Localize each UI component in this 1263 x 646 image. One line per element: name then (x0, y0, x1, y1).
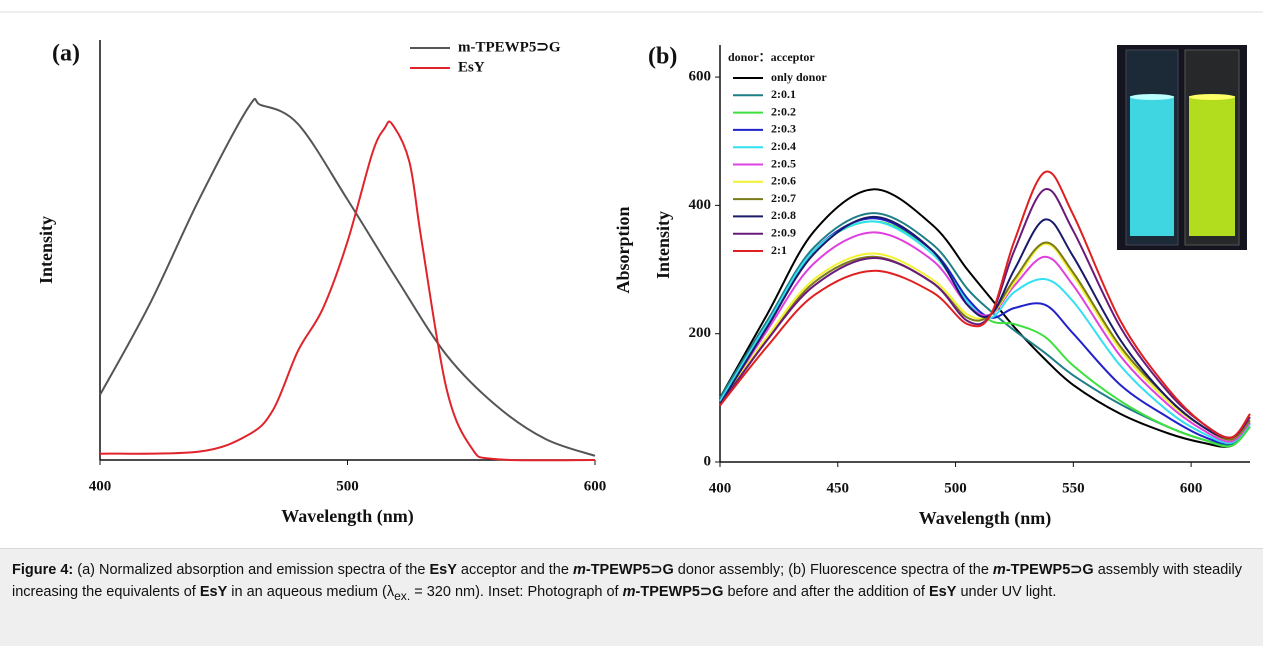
caption-text: assembly with steadily increasing the eq… (12, 562, 1242, 600)
legend-label: 2:0.9 (771, 225, 796, 239)
legend-label: m-TPEWP5⊃G (458, 39, 561, 55)
y-tick-label: 0 (704, 453, 712, 469)
series-line (719, 231, 1251, 443)
y-axis-label: Absorption (613, 206, 633, 293)
legend-label: 2:0.3 (771, 122, 796, 136)
caption-text: acceptor and the (456, 562, 573, 578)
x-tick-label: 500 (336, 478, 359, 494)
y-axis-label: Intensity (653, 211, 673, 279)
inset-photo (1117, 45, 1247, 250)
series-line (99, 120, 596, 462)
caption-text: = 320 nm). Inset: Photograph of (410, 584, 623, 600)
caption-text: EsY (199, 584, 228, 600)
legend-label: EsY (458, 59, 485, 75)
x-tick-label: 600 (1180, 480, 1203, 496)
caption-text: in an aqueous medium (λ (227, 584, 395, 600)
series-line (719, 215, 1251, 439)
x-tick-label: 400 (709, 480, 732, 496)
series-line (719, 220, 1251, 445)
legend-label: 2:0.1 (771, 87, 796, 101)
series-line (719, 188, 1251, 448)
panel-label: (a) (52, 41, 80, 67)
panel-label: (b) (648, 44, 677, 70)
caption-text: EsY (429, 562, 457, 578)
legend-label: 2:0.5 (771, 156, 796, 170)
series-line (719, 188, 1251, 439)
caption-text: EsY (929, 584, 957, 600)
legend-label: 2:0.7 (771, 191, 796, 205)
legend-label: 2:0.6 (771, 174, 796, 188)
y-tick-label: 400 (689, 197, 712, 213)
caption-text: -TPEWP5⊃G (585, 562, 674, 578)
caption-text: m (622, 584, 636, 600)
series-line (99, 97, 596, 457)
x-axis-label: Wavelength (nm) (281, 506, 414, 527)
x-axis-label: Wavelength (nm) (919, 508, 1052, 529)
caption-text: -TPEWP5⊃G (1005, 562, 1094, 578)
legend-label: 2:0.8 (771, 208, 796, 222)
caption-text: ex. (394, 588, 411, 603)
figure: 400 500 600 (a) Wavelength (nm) Intensity m-TP… (0, 11, 1263, 529)
legend-label: only donor (771, 70, 827, 84)
legend-title: donor：acceptor (728, 50, 815, 64)
caption-text: under UV light. (956, 584, 1057, 600)
legend-label: 2:0.4 (771, 139, 796, 153)
caption-label: Figure 4: (12, 562, 74, 578)
x-tick-label: 600 (584, 478, 607, 494)
series-line (719, 170, 1251, 439)
x-tick-label: 550 (1062, 480, 1085, 496)
caption: Figure 4: (a) Normalized absorption and … (0, 548, 1263, 646)
caption-text: (a) Normalized absorption and emission s… (77, 562, 430, 578)
y-tick-label: 200 (689, 325, 712, 341)
legend-label: 2:1 (771, 243, 787, 257)
x-tick-label: 400 (89, 478, 112, 494)
caption-text: donor assembly; (b) Fluorescence spectra… (673, 562, 993, 578)
y-axis-label: Intensity (36, 216, 56, 284)
y-tick-label: 600 (689, 69, 712, 85)
x-tick-label: 500 (944, 480, 967, 496)
caption-text: -TPEWP5⊃G (635, 584, 724, 600)
caption-text: before and after the addition of (723, 584, 929, 600)
legend-label: 2:0.2 (771, 104, 796, 118)
caption-text: m (992, 562, 1006, 578)
x-tick-label: 450 (827, 480, 850, 496)
caption-text: m (572, 562, 586, 578)
